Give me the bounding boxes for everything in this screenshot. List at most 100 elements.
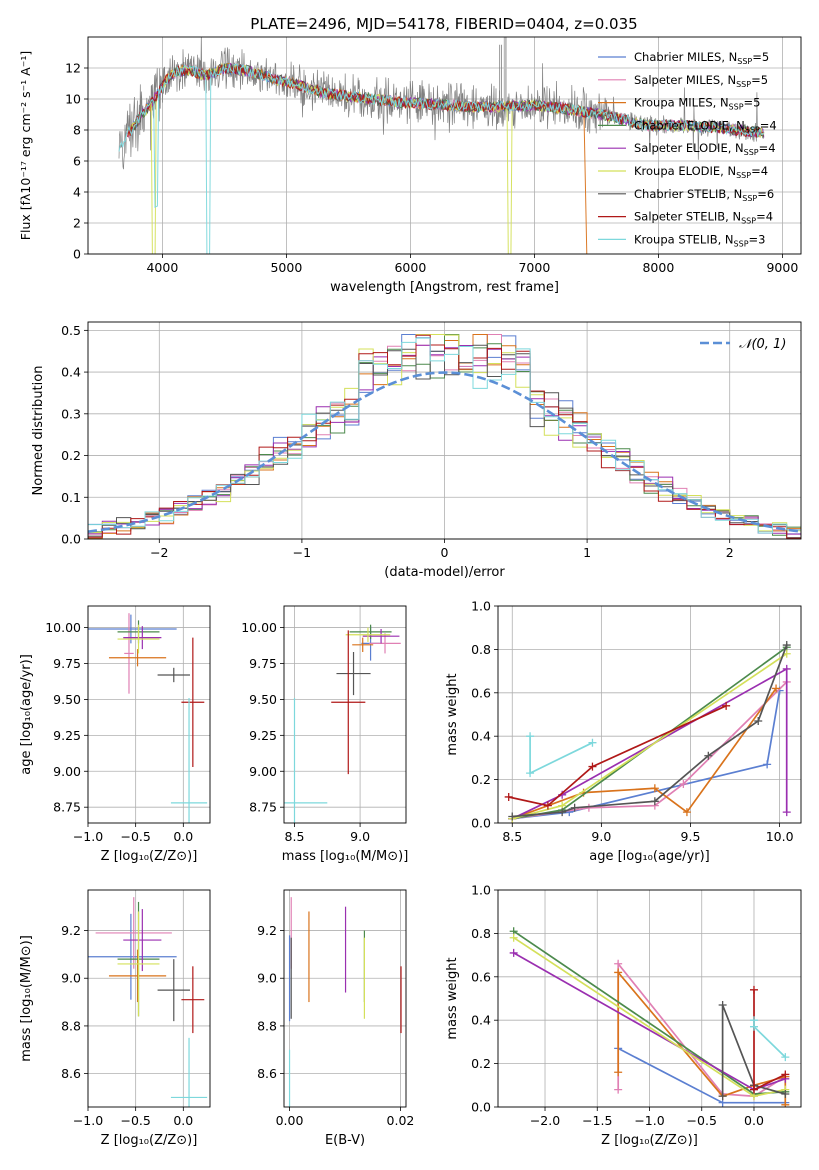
y-axis-label: age [log₁₀(age/yr)] [19,654,34,775]
y-tick-label: 0.2 [471,772,491,787]
x-tick-label: 0.0 [173,829,193,844]
age_vs_mass-frame [283,605,407,824]
weight-marker [526,769,535,778]
x-tick-label: 10.0 [766,829,794,844]
weight-series-line [753,1020,786,1058]
y-tick-label: 8.75 [249,800,277,815]
y-tick-label: 10.00 [241,620,277,635]
y-tick-label: 9.00 [249,764,277,779]
x-tick-label: 6000 [394,260,426,275]
x-tick-label: 4000 [146,260,178,275]
age_vs_mass-grid [284,606,406,823]
errorbar-point-krou_elodie [117,911,160,1017]
weights_vs_Z-grid [498,889,801,1108]
spectrum-frame [87,36,802,255]
weight-marker [782,808,791,817]
spectrum-legend: Chabrier MILES, NSSP=5 Salpeter MILES, NS… [598,50,777,248]
weight-marker [509,948,518,957]
y-tick-label: 10.00 [45,620,81,635]
errorbar-point-chab_stelib [336,651,371,696]
weight-marker [704,751,713,760]
y-tick-label: 1.0 [471,883,491,898]
y-tick-label: 0.5 [61,323,81,338]
weight-marker [781,1089,790,1098]
y-tick-label: 0.0 [471,816,491,831]
weight-marker [772,684,781,693]
errorbar-point-salp_miles [95,897,172,969]
x-tick-label: 8.5 [502,829,522,844]
x-tick-label: 9.0 [350,829,370,844]
x-tick-label: −1.0 [73,1113,103,1128]
weight-line-chab_stelib [718,1001,790,1101]
spectrum-plot-area [118,37,765,254]
errorbar-point-krou_stelib [170,697,208,823]
weight-series-line [512,644,788,818]
y-tick-label: 0.1 [61,490,81,505]
y-tick-label: 8.8 [257,1018,277,1033]
legend-entry: Kroupa MILES, NSSP=5 [634,96,760,112]
legend-entry: Chabrier STELIB, NSSP=6 [634,187,774,203]
residuals-legend: 𝒩(0, 1) [700,337,786,352]
x-tick-label: −2 [150,545,168,560]
y-tick-label: 0.8 [471,642,491,657]
y-tick-label: 9.25 [53,728,81,743]
y-tick-label: 0.6 [471,969,491,984]
errorbar-point-krou_miles [352,637,374,652]
histogram-krou_stelib [88,337,801,534]
y-tick-label: 0.3 [61,406,81,421]
x-axis-label: (data-model)/error [384,565,505,580]
errorbar-point-salp_elodie [123,909,162,972]
legend-entry: Kroupa STELIB, NSSP=3 [634,232,765,248]
y-tick-label: 0.4 [61,365,81,380]
x-tick-label: 9000 [766,260,798,275]
residuals-frame [87,321,802,540]
y-tick-label: 4 [73,185,81,200]
y-tick-label: 9.0 [61,971,81,986]
x-tick-label: 0.0 [173,1113,193,1128]
legend-entry: Salpeter STELIB, NSSP=4 [634,210,773,226]
y-tick-label: 8 [73,123,81,138]
mass_vs_Z-grid [87,890,210,1107]
y-axis-label: mass weight [445,957,460,1039]
x-tick-label: −1.0 [73,829,103,844]
weight-marker [782,664,791,673]
mass_vs_EBV-panel: 0.00 0.02 8.6 8.8 9.0 9.2 E(B-V) [257,889,415,1148]
weight-marker [781,1053,790,1062]
weight-marker [614,968,623,977]
y-axis-label: Normed distribution [31,366,46,496]
y-tick-label: 0 [73,247,81,262]
errorbar-point-chab_stelib [157,959,190,1022]
x-tick-label: −0.5 [120,1113,150,1128]
errorbar-point-krou_stelib [170,1037,208,1107]
y-tick-label: 9.50 [53,692,81,707]
y-tick-label: 2 [73,216,81,231]
y-tick-label: 9.2 [61,923,81,938]
weight-marker [614,959,623,968]
mass_vs_Z-frame [87,889,211,1108]
weight-marker [763,760,772,769]
weight-marker [614,1068,623,1077]
y-tick-label: 9.75 [249,656,277,671]
y-tick-label: 9.0 [257,971,277,986]
model-spectrum-krou_stelib [118,63,765,254]
x-axis-label: E(B-V) [325,1133,365,1148]
x-tick-label: 0.0 [744,1113,764,1128]
weights_vs_age-grid [498,605,801,824]
y-tick-label: 0.8 [471,926,491,941]
legend-entry: Chabrier MILES, NSSP=5 [634,50,769,66]
weight-marker [749,1016,758,1025]
x-tick-label: 0.00 [276,1113,304,1128]
figure-title: PLATE=2496, MJD=54178, FIBERID=0404, z=0… [250,15,637,33]
weight-line-krou_stelib [526,732,597,778]
legend-entry: Chabrier ELODIE, NSSP=4 [634,118,777,134]
weight-marker [722,701,731,710]
errorbar-point-salp_stelib [181,966,205,1034]
legend-entry: Salpeter ELODIE, NSSP=4 [634,141,776,157]
x-tick-label: 0.02 [387,1113,415,1128]
x-tick-label: 9.0 [591,829,611,844]
x-tick-label: 9.5 [681,829,701,844]
x-tick-label: 8.5 [285,829,305,844]
weight-marker [650,797,659,806]
weight-marker [509,933,518,942]
